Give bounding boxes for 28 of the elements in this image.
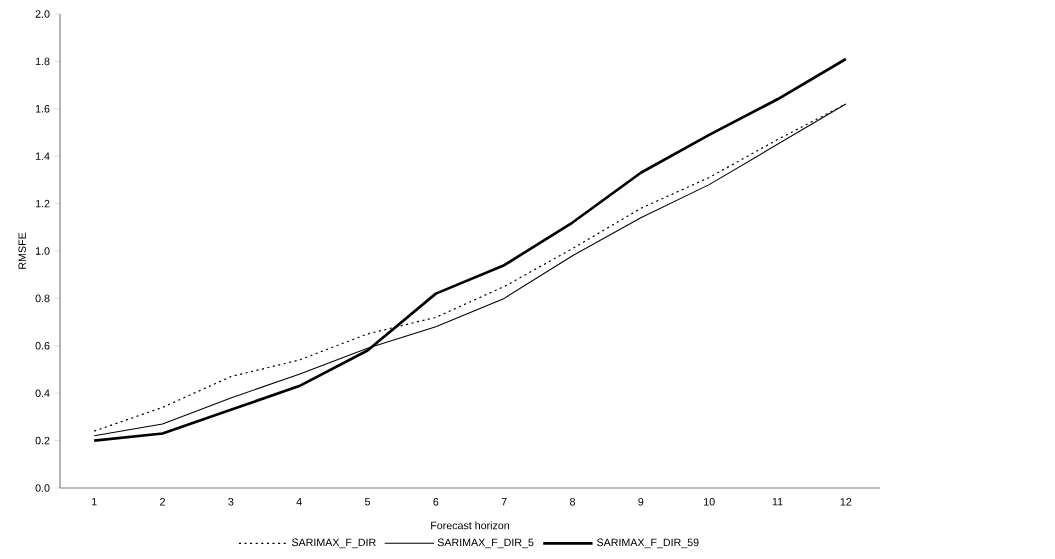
x-tick-label: 5: [364, 498, 371, 506]
y-tick-label: 0.6: [35, 342, 50, 350]
x-tick-label: 1: [92, 498, 97, 506]
x-tick-label: 8: [570, 498, 575, 506]
y-tick-label: 1.6: [35, 105, 50, 113]
x-tick-label: 11: [772, 498, 783, 506]
legend-label: SARIMAX_F_DIR: [291, 538, 376, 549]
y-tick-label: 0.0: [35, 484, 50, 492]
x-axis-title: Forecast horizon: [431, 521, 510, 530]
y-tick-label: 1.2: [35, 199, 50, 208]
y-tick-label: 1.8: [35, 57, 50, 66]
x-tick-label: 12: [840, 498, 852, 506]
y-tick-label: 1.0: [35, 247, 50, 255]
x-tick-label: 2: [160, 498, 165, 506]
x-tick-label: 4: [296, 498, 302, 506]
y-tick-label: 0.4: [35, 389, 50, 397]
x-tick-label: 7: [501, 498, 507, 506]
y-tick-label: 1.4: [35, 152, 50, 160]
legend-label: SARIMAX_F_DIR_5: [437, 538, 534, 549]
x-tick-label: 10: [704, 498, 715, 506]
x-tick-label: 3: [228, 498, 234, 506]
x-tick-label: 6: [433, 498, 439, 506]
y-axis-title: RMSFE: [18, 232, 26, 269]
y-tick-label: 0.8: [35, 294, 50, 303]
legend-label: SARIMAX_F_DIR_59: [597, 538, 699, 549]
x-tick-label: 9: [638, 498, 644, 506]
y-tick-label: 0.2: [35, 436, 50, 445]
y-tick-label: 2.0: [35, 10, 50, 18]
